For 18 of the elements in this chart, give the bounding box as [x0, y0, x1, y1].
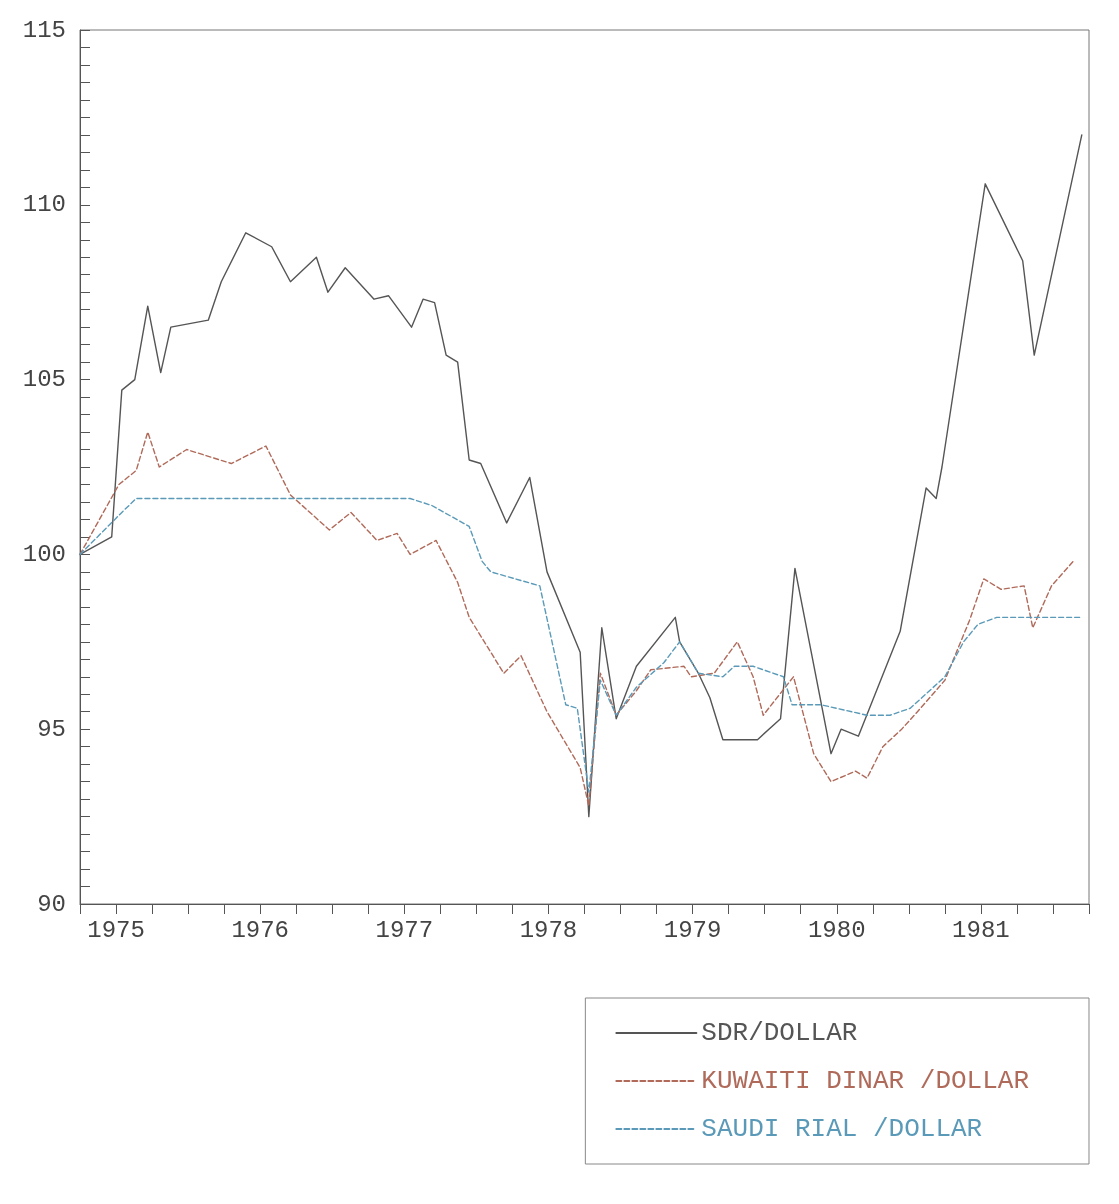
x-tick-label: 1977 [375, 916, 434, 944]
x-tick-label: 1978 [519, 916, 578, 944]
x-tick-label: 1976 [231, 916, 289, 944]
y-tick-label: 90 [37, 890, 66, 918]
x-tick-label: 1981 [952, 916, 1010, 944]
y-tick-label: 100 [22, 540, 66, 568]
legend-label: SDR/DOLLAR [701, 1018, 858, 1048]
y-tick-label: 115 [22, 16, 66, 44]
y-tick-label: 95 [37, 715, 66, 743]
line-series [79, 431, 1074, 807]
x-tick-label: 1980 [807, 916, 866, 944]
y-tick-label: 105 [22, 366, 66, 394]
y-tick-label: 110 [22, 191, 66, 219]
legend-label: SAUDI RIAL /DOLLAR [701, 1114, 983, 1144]
legend-label: KUWAITI DINAR /DOLLAR [701, 1066, 1029, 1096]
line-series [79, 497, 1083, 793]
x-tick-label: 1975 [87, 916, 145, 944]
x-tick-label: 1979 [663, 916, 722, 944]
